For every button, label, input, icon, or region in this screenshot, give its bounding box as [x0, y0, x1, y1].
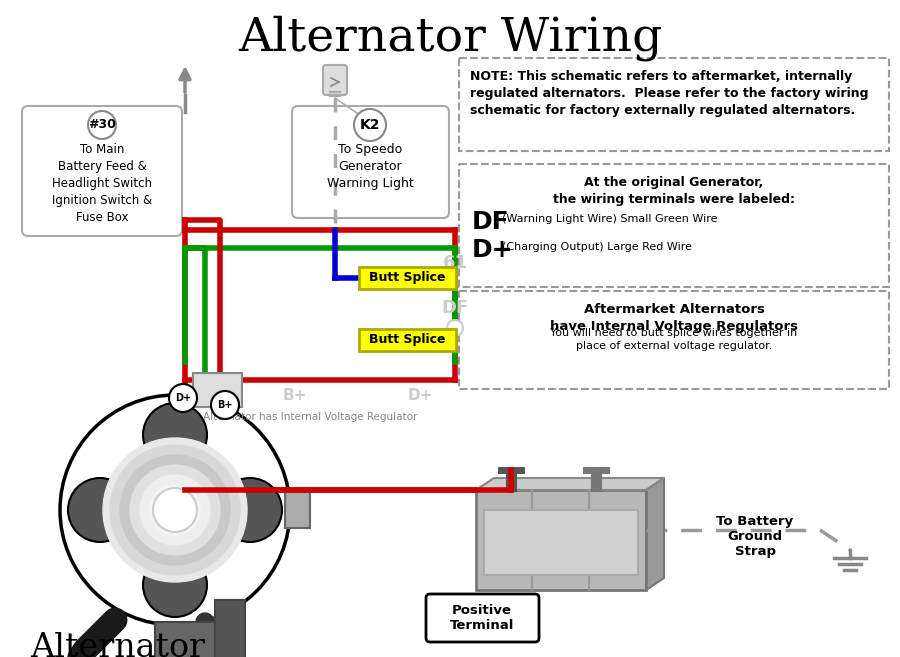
Text: D+: D+ — [175, 393, 191, 403]
FancyBboxPatch shape — [323, 65, 347, 95]
Text: Alternator: Alternator — [30, 632, 205, 657]
Text: 61: 61 — [443, 254, 467, 272]
FancyBboxPatch shape — [193, 373, 242, 407]
Polygon shape — [646, 478, 664, 590]
Polygon shape — [476, 478, 664, 490]
Text: Alternator has Internal Voltage Regulator: Alternator has Internal Voltage Regulato… — [202, 412, 418, 422]
Text: DF: DF — [472, 210, 509, 234]
Text: To Battery
Ground
Strap: To Battery Ground Strap — [716, 515, 794, 558]
FancyBboxPatch shape — [426, 594, 539, 642]
Text: At the original Generator,
the wiring terminals were labeled:: At the original Generator, the wiring te… — [553, 176, 795, 206]
Text: Positive
Terminal: Positive Terminal — [450, 604, 514, 632]
Circle shape — [211, 391, 239, 419]
FancyBboxPatch shape — [155, 622, 215, 657]
Circle shape — [143, 403, 207, 467]
Circle shape — [447, 320, 463, 336]
Text: Alternator Wiring: Alternator Wiring — [238, 15, 662, 61]
FancyBboxPatch shape — [292, 106, 449, 218]
FancyBboxPatch shape — [359, 267, 456, 289]
Circle shape — [140, 475, 210, 545]
Circle shape — [143, 553, 207, 617]
Circle shape — [68, 478, 132, 542]
Text: D+: D+ — [408, 388, 433, 403]
Text: You will need to butt splice wires together in
place of external voltage regulat: You will need to butt splice wires toget… — [551, 328, 797, 351]
Text: B+: B+ — [283, 388, 307, 403]
FancyBboxPatch shape — [484, 510, 638, 575]
Circle shape — [153, 488, 197, 532]
Circle shape — [120, 455, 230, 565]
FancyBboxPatch shape — [285, 492, 310, 528]
Circle shape — [103, 438, 247, 582]
Text: Aftermarket Alternators
have Internal Voltage Regulators: Aftermarket Alternators have Internal Vo… — [550, 303, 798, 333]
Text: #30: #30 — [88, 118, 116, 131]
Text: Butt Splice: Butt Splice — [369, 271, 446, 284]
FancyBboxPatch shape — [459, 291, 889, 389]
Circle shape — [218, 478, 282, 542]
Text: K2: K2 — [360, 118, 380, 132]
Text: D+: D+ — [472, 238, 514, 262]
FancyBboxPatch shape — [459, 164, 889, 287]
Circle shape — [130, 465, 220, 555]
Circle shape — [110, 445, 240, 575]
Circle shape — [150, 485, 200, 535]
Circle shape — [60, 395, 290, 625]
Text: To Speedo
Generator
Warning Light: To Speedo Generator Warning Light — [327, 143, 413, 190]
FancyBboxPatch shape — [459, 58, 889, 151]
Text: B+: B+ — [217, 400, 233, 410]
Circle shape — [354, 109, 386, 141]
FancyBboxPatch shape — [359, 329, 456, 351]
FancyBboxPatch shape — [215, 600, 245, 657]
Text: To Main
Battery Feed &
Headlight Switch
Ignition Switch &
Fuse Box: To Main Battery Feed & Headlight Switch … — [52, 143, 152, 224]
Text: Butt Splice: Butt Splice — [369, 334, 446, 346]
FancyBboxPatch shape — [476, 490, 646, 590]
Text: NOTE: This schematic refers to aftermarket, internally
regulated alternators.  P: NOTE: This schematic refers to aftermark… — [470, 70, 868, 117]
Circle shape — [88, 111, 116, 139]
FancyBboxPatch shape — [22, 106, 182, 236]
Text: DF: DF — [441, 299, 469, 317]
Text: (Warning Light Wire) Small Green Wire: (Warning Light Wire) Small Green Wire — [502, 214, 717, 224]
Circle shape — [169, 384, 197, 412]
Text: (Charging Output) Large Red Wire: (Charging Output) Large Red Wire — [502, 242, 692, 252]
